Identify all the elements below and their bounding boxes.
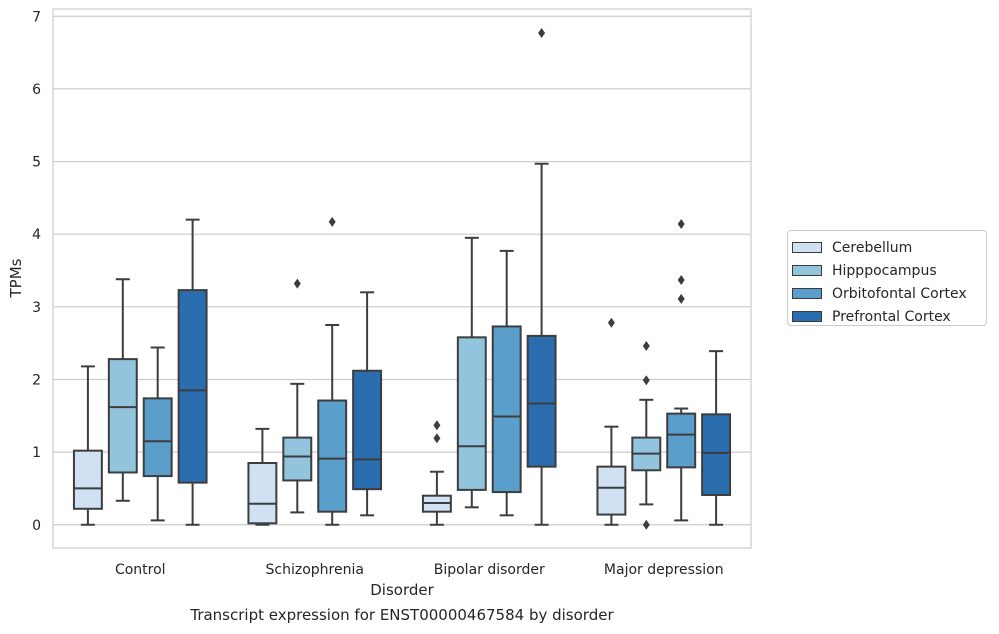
x-tick-label: Schizophrenia xyxy=(266,562,364,578)
box xyxy=(247,462,278,525)
outlier-point xyxy=(607,317,615,328)
y-tick-label: 6 xyxy=(32,82,41,98)
legend-label: Prefrontal Cortex xyxy=(832,308,951,325)
x-tick-label: Bipolar disorder xyxy=(434,562,545,578)
outlier-point xyxy=(538,27,546,38)
box xyxy=(456,336,487,491)
box xyxy=(317,399,348,513)
y-tick-label: 3 xyxy=(32,300,41,316)
chart-caption: Transcript expression for ENST0000046758… xyxy=(190,606,614,624)
outlier-point xyxy=(677,293,685,304)
outlier-point xyxy=(433,433,441,444)
box xyxy=(142,397,173,478)
x-tick-label: Major depression xyxy=(604,562,724,578)
legend: Cerebellum Hipppocampus Orbitofontal Corte… xyxy=(787,230,987,326)
legend-swatch xyxy=(792,242,822,253)
legend-swatch xyxy=(792,288,822,299)
box xyxy=(701,413,732,496)
outlier-point xyxy=(433,420,441,431)
box xyxy=(352,369,383,491)
box xyxy=(177,289,208,484)
y-tick-label: 7 xyxy=(32,9,41,25)
x-tick-label: Control xyxy=(115,562,166,578)
legend-swatch xyxy=(792,265,822,276)
y-tick-label: 2 xyxy=(32,372,41,388)
y-tick-label: 1 xyxy=(32,445,41,461)
plot-frame xyxy=(52,8,752,549)
x-tick-labels: Control Schizophrenia Bipolar disorder Majo… xyxy=(115,562,724,578)
x-axis-label: Disorder xyxy=(370,581,434,599)
legend-item: Cerebellum xyxy=(792,236,986,259)
box xyxy=(107,358,138,474)
box xyxy=(526,334,557,468)
box xyxy=(596,465,627,516)
legend-swatch xyxy=(792,311,822,322)
outlier-point xyxy=(642,519,650,530)
outlier-point xyxy=(642,375,650,386)
boxes xyxy=(72,27,732,530)
outlier-point xyxy=(328,216,336,227)
y-tick-labels: 0 1 2 3 4 5 6 7 xyxy=(32,9,41,533)
legend-item: Orbitofontal Cortex xyxy=(792,282,986,305)
legend-label: Cerebellum xyxy=(832,239,913,256)
legend-item: Prefrontal Cortex xyxy=(792,305,986,328)
outlier-point xyxy=(677,274,685,285)
outlier-point xyxy=(293,278,301,289)
outlier-point xyxy=(677,219,685,230)
legend-label: Orbitofontal Cortex xyxy=(832,285,967,302)
y-tick-label: 0 xyxy=(32,518,41,534)
box xyxy=(282,436,313,482)
y-axis-label: TPMs xyxy=(7,258,25,298)
legend-label: Hipppocampus xyxy=(832,262,937,279)
box xyxy=(491,325,522,494)
outlier-point xyxy=(642,341,650,352)
y-tick-label: 4 xyxy=(32,227,41,243)
box xyxy=(72,449,103,510)
box xyxy=(666,412,697,469)
y-tick-label: 5 xyxy=(32,155,41,171)
legend-item: Hipppocampus xyxy=(792,259,986,282)
